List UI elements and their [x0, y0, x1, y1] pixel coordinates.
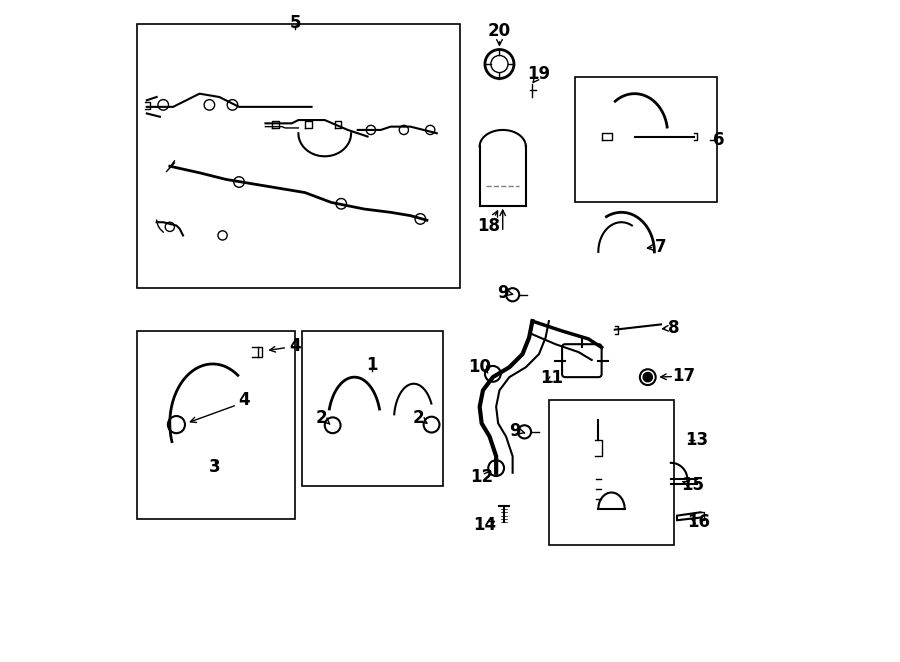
- Text: 7: 7: [655, 238, 667, 256]
- Text: 14: 14: [473, 516, 497, 534]
- Text: 2: 2: [316, 409, 328, 427]
- Text: 9: 9: [508, 422, 520, 440]
- Text: 20: 20: [488, 22, 511, 40]
- Text: 5: 5: [289, 14, 301, 32]
- Text: 3: 3: [209, 459, 220, 477]
- Bar: [302, 331, 444, 486]
- Text: 15: 15: [681, 475, 704, 494]
- Text: 16: 16: [688, 513, 711, 531]
- Text: 13: 13: [686, 432, 709, 449]
- Text: 12: 12: [470, 468, 493, 487]
- Circle shape: [644, 373, 652, 382]
- Text: 18: 18: [477, 216, 500, 234]
- Text: 17: 17: [672, 367, 696, 385]
- Text: 4: 4: [238, 391, 249, 409]
- Text: 2: 2: [412, 409, 424, 427]
- Text: 4: 4: [289, 336, 301, 355]
- Text: 10: 10: [468, 358, 491, 376]
- Bar: [549, 401, 674, 545]
- Text: 11: 11: [541, 369, 563, 387]
- Bar: [137, 331, 295, 519]
- Text: 8: 8: [669, 318, 680, 337]
- Text: 6: 6: [713, 131, 725, 149]
- Text: 1: 1: [366, 356, 378, 374]
- Bar: [575, 77, 717, 203]
- Text: 19: 19: [527, 65, 551, 83]
- Text: 9: 9: [497, 284, 508, 302]
- Bar: [137, 24, 460, 288]
